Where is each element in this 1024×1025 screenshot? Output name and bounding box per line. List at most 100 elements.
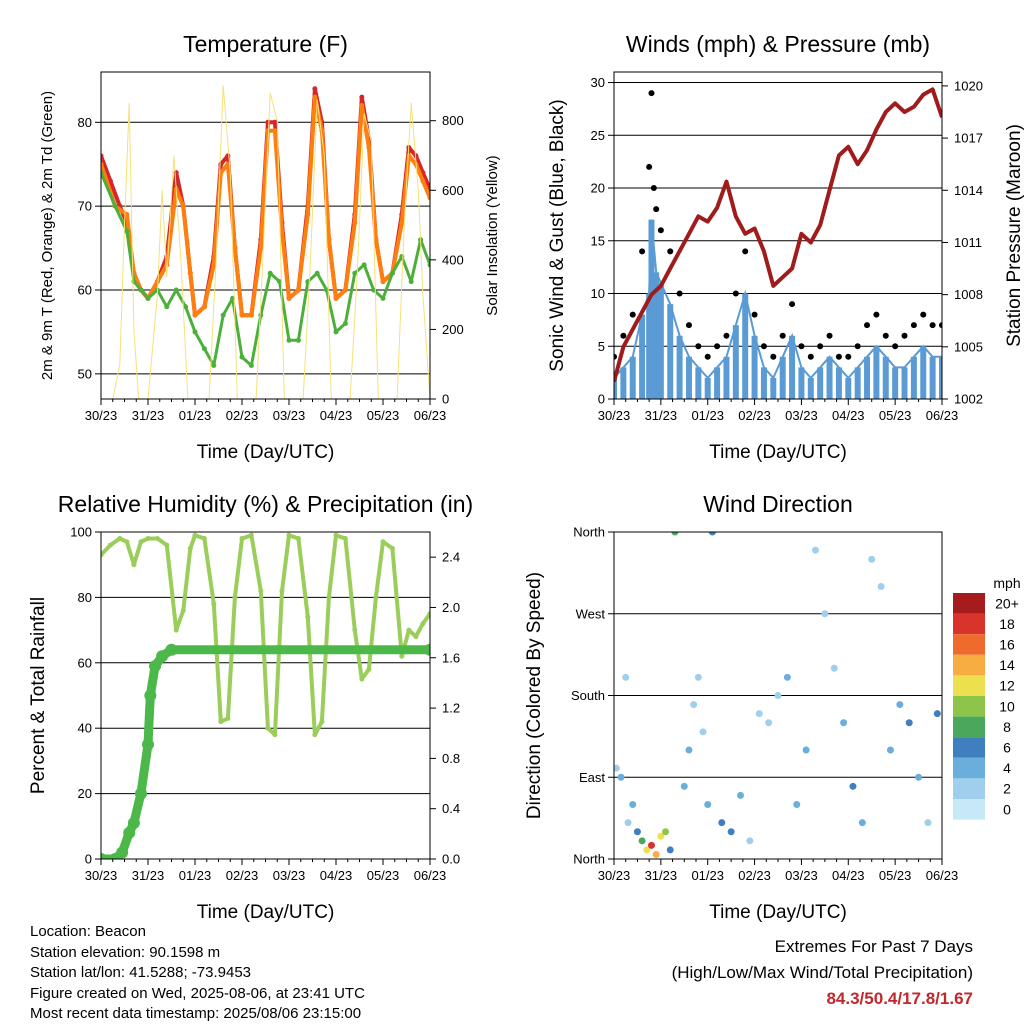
direction-point: [924, 819, 932, 827]
plot-area: [101, 85, 430, 399]
direction-point: [622, 673, 630, 681]
legend-swatch: [953, 757, 985, 779]
direction-point: [905, 719, 913, 727]
x-tick-label: 31/23: [645, 408, 678, 423]
y2-tick-label: 1011: [954, 235, 982, 250]
temp2m-point: [101, 153, 104, 159]
plot-area: [101, 532, 430, 859]
y-tick-label: West: [576, 606, 606, 621]
created-text: Figure created on Wed, 2025-08-06, at 23…: [30, 984, 365, 1002]
y-tick-label: 80: [78, 115, 92, 130]
direction-point: [685, 746, 693, 754]
dewpoint-point: [173, 287, 179, 293]
station-info: Location: Beacon Station elevation: 90.1…: [30, 922, 365, 1025]
legend-label: 18: [999, 616, 1015, 632]
x-tick-label: 30/23: [85, 408, 118, 423]
y2-tick-label: 1008: [954, 287, 983, 302]
gust-point: [657, 227, 664, 234]
dewpoint-point: [201, 346, 207, 352]
x-tick-label: 01/23: [691, 408, 724, 423]
x-tick-label: 04/23: [320, 408, 353, 423]
direction-point: [765, 719, 773, 727]
legend-swatch: [953, 675, 985, 696]
gust-point: [929, 322, 936, 329]
y2-tick-label: 1005: [954, 339, 983, 354]
direction-point: [643, 846, 651, 854]
gust-point: [901, 332, 908, 339]
direction-point: [830, 664, 838, 672]
y2-tick-label: 1020: [954, 78, 983, 93]
legend-label: 14: [999, 657, 1015, 673]
temp9m-point: [319, 128, 325, 134]
temp9m-point: [192, 312, 198, 318]
rain-point: [142, 738, 154, 751]
temp9m-series-line: [101, 95, 430, 318]
x-tick-label: 01/23: [179, 408, 212, 423]
y-tick-label: 80: [78, 590, 92, 605]
direction-point: [662, 828, 670, 836]
gust-point: [760, 343, 767, 350]
direction-point: [657, 832, 665, 840]
temp9m-point: [248, 312, 254, 318]
gust-point: [723, 332, 730, 339]
dewpoint-point: [333, 329, 339, 335]
y-tick-label: 20: [591, 181, 605, 196]
recent-timestamp-text: Most recent data timestamp: 2025/08/06 2…: [30, 1005, 362, 1022]
gust-point: [714, 343, 721, 350]
rain-point: [134, 787, 147, 800]
temp9m-point: [101, 161, 104, 167]
temp2m-point: [225, 153, 231, 159]
temp9m-point: [232, 245, 238, 251]
legend-label: 2: [1003, 781, 1011, 797]
gust-point: [685, 322, 692, 329]
plot-frame: [100, 531, 431, 860]
x-tick-label: 31/23: [132, 868, 165, 883]
dewpoint-point: [220, 312, 226, 318]
direction-point: [638, 837, 646, 845]
x-tick-label: 03/23: [785, 408, 818, 423]
y-tick-label: 10: [591, 286, 605, 301]
rh-point: [272, 732, 278, 738]
plot-frame: [613, 531, 943, 860]
x-tick-label: 05/23: [367, 408, 400, 423]
gust-point: [882, 332, 889, 339]
rh-point: [366, 666, 372, 672]
temp9m-point: [211, 262, 217, 268]
rh-point: [399, 653, 405, 659]
rh-point: [333, 532, 339, 538]
gust-point: [939, 322, 942, 329]
direction-point: [617, 773, 625, 781]
direction-point: [624, 819, 632, 827]
rain-point: [127, 817, 140, 830]
dewpoint-point: [295, 337, 301, 343]
dewpoint-point: [112, 203, 118, 209]
legend-label: 20+: [995, 595, 1019, 611]
y-axis-label: Direction (Colored By Speed): [524, 572, 545, 819]
x-axis-label: Time (Day/UTC): [709, 442, 847, 463]
y2-tick-label: 2.4: [442, 550, 460, 565]
rh-point: [279, 588, 285, 594]
direction-point: [690, 701, 698, 709]
y-tick-label: 100: [70, 525, 92, 540]
gust-point: [873, 311, 880, 318]
extremes-subtitle: (High/Low/Max Wind/Total Precipitation): [671, 963, 973, 982]
temp9m-point: [399, 220, 405, 226]
rh-point: [427, 611, 430, 617]
gust-point: [854, 343, 861, 350]
y2-tick-label: 200: [442, 322, 464, 337]
direction-point: [671, 532, 679, 536]
x-axis-label: Time (Day/UTC): [709, 902, 847, 923]
temp9m-point: [164, 262, 170, 268]
latlon-text: Station lat/lon: 41.5288; -73.9453: [30, 964, 252, 981]
rain-point: [149, 660, 162, 673]
temp9m-point: [366, 144, 372, 150]
temp9m-point: [154, 279, 160, 285]
dewpoint-point: [408, 279, 414, 285]
plot-area: [614, 87, 942, 399]
temp9m-point: [265, 128, 271, 134]
gust-point: [845, 353, 852, 360]
x-tick-label: 06/23: [926, 868, 959, 883]
direction-point: [718, 819, 726, 827]
x-axis-label: Time (Day/UTC): [197, 902, 335, 923]
